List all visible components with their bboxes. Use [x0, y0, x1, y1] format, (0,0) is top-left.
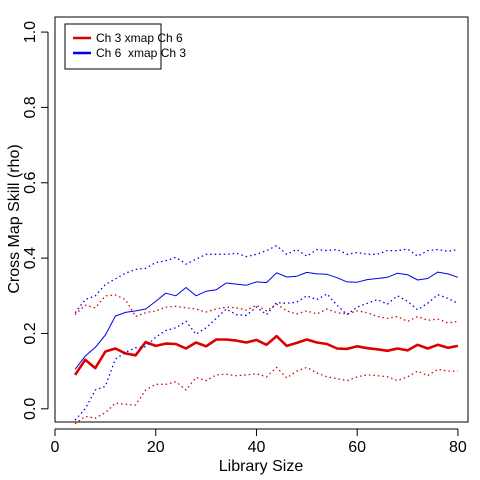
- series-1-line: [74, 334, 459, 376]
- x-axis-label: Library Size: [219, 458, 304, 475]
- series-2-upper-bound-line: [74, 244, 459, 314]
- series-1-group: [74, 294, 459, 425]
- x-tick-label: 20: [147, 439, 165, 456]
- plot-frame: [54, 16, 469, 423]
- y-tick-label: 1.0: [22, 21, 39, 43]
- series-layer: [74, 244, 459, 425]
- series-2-lower-bound-line: [74, 293, 459, 421]
- y-tick-label: 0.4: [22, 247, 39, 269]
- axes: 0 20 40 60 80 0.0 0.2 0.4 0.6 0.8 1.0: [22, 21, 467, 456]
- legend-label-series-1: Ch 3 xmap Ch 6: [96, 31, 183, 45]
- legend-label-series-2: Ch 6 xmap Ch 3: [96, 46, 186, 60]
- y-tick-label: 0.2: [22, 322, 39, 344]
- series-2-line: [74, 271, 459, 370]
- y-tick-label: 0.0: [22, 398, 39, 420]
- legend: Ch 3 xmap Ch 6 Ch 6 xmap Ch 3: [64, 23, 186, 70]
- y-tick-label: 0.6: [22, 172, 39, 194]
- x-tick-label: 80: [449, 439, 467, 456]
- legend-box: [64, 23, 162, 70]
- y-tick-label: 0.8: [22, 96, 39, 118]
- x-tick-label: 60: [348, 439, 366, 456]
- series-1-upper-bound-line: [74, 294, 458, 324]
- x-tick-label: 40: [248, 439, 266, 456]
- series-2-group: [74, 244, 459, 421]
- series-1-lower-bound-line: [74, 366, 458, 425]
- y-axis-label: Cross Map Skill (rho): [6, 144, 23, 293]
- x-tick-label: 0: [51, 439, 60, 456]
